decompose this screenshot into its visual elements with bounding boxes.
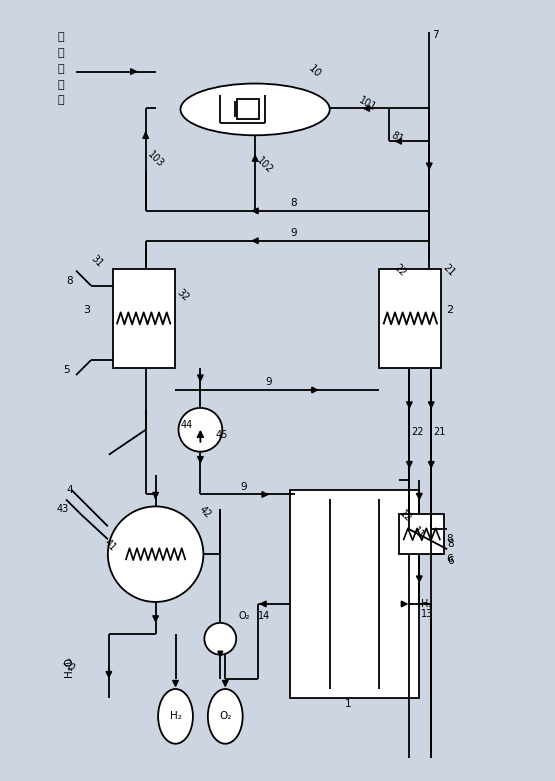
Text: 22: 22 xyxy=(411,426,424,437)
Ellipse shape xyxy=(180,84,330,135)
Text: 81: 81 xyxy=(389,130,405,144)
Text: 1: 1 xyxy=(345,700,351,709)
Text: 低: 低 xyxy=(58,48,64,58)
Text: 8: 8 xyxy=(447,539,454,549)
Bar xyxy=(113,269,174,368)
Text: 9: 9 xyxy=(240,482,247,491)
Text: 热: 热 xyxy=(58,80,64,90)
Text: 8: 8 xyxy=(446,534,453,544)
Text: 8: 8 xyxy=(66,276,73,286)
Text: 9: 9 xyxy=(265,377,272,387)
Text: 温: 温 xyxy=(58,63,64,73)
Text: 20: 20 xyxy=(59,657,76,673)
Text: 2: 2 xyxy=(446,305,453,316)
Text: 5: 5 xyxy=(63,365,70,375)
Text: 22: 22 xyxy=(392,262,408,278)
Text: O₂: O₂ xyxy=(239,611,250,621)
Text: 101: 101 xyxy=(357,95,378,113)
Bar xyxy=(400,515,444,555)
Text: 14: 14 xyxy=(258,611,270,621)
Text: O₂: O₂ xyxy=(219,711,231,722)
Text: 12: 12 xyxy=(398,508,413,524)
Text: 42: 42 xyxy=(197,504,213,519)
Text: 41: 41 xyxy=(102,537,118,554)
Text: 4: 4 xyxy=(66,484,73,494)
Text: 32: 32 xyxy=(175,287,191,303)
Ellipse shape xyxy=(208,689,243,744)
Text: 10: 10 xyxy=(306,63,322,80)
Text: 103: 103 xyxy=(145,150,165,169)
Circle shape xyxy=(108,506,203,602)
Text: 源: 源 xyxy=(58,95,64,105)
Text: H₂: H₂ xyxy=(170,711,181,722)
Text: 11: 11 xyxy=(411,526,426,541)
Text: 21: 21 xyxy=(441,262,456,278)
Ellipse shape xyxy=(158,689,193,744)
Text: 44: 44 xyxy=(180,420,193,430)
Text: H₂O: H₂O xyxy=(64,657,74,676)
Circle shape xyxy=(204,622,236,654)
Text: 45: 45 xyxy=(215,430,228,440)
Text: 6: 6 xyxy=(446,555,453,564)
Bar xyxy=(237,99,259,119)
Text: 31: 31 xyxy=(89,253,104,269)
Text: 43: 43 xyxy=(56,505,68,515)
Text: 9: 9 xyxy=(290,228,296,237)
Text: H₂: H₂ xyxy=(421,599,432,609)
Text: 8: 8 xyxy=(290,198,296,208)
Circle shape xyxy=(179,408,223,451)
Text: 21: 21 xyxy=(433,426,446,437)
Text: 13: 13 xyxy=(421,609,433,619)
Text: 3: 3 xyxy=(83,305,90,316)
Text: 6: 6 xyxy=(447,556,454,566)
Bar xyxy=(290,490,419,698)
Text: 中: 中 xyxy=(58,32,64,42)
Text: 7: 7 xyxy=(432,30,439,40)
Text: 102: 102 xyxy=(255,155,275,176)
Bar xyxy=(380,269,441,368)
